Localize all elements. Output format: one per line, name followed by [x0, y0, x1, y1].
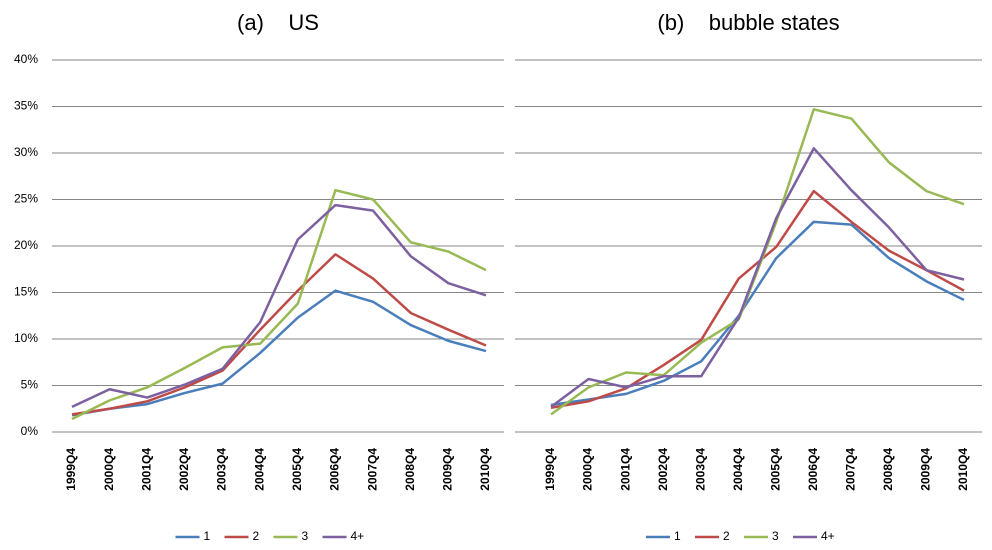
series-line: [71, 289, 487, 417]
series-line: [550, 147, 965, 408]
legend-label: 2: [723, 529, 730, 543]
y-tick-label: 30%: [14, 145, 38, 159]
legend-label: 4+: [821, 529, 835, 543]
y-tick-label: 15%: [14, 285, 38, 299]
x-tick-label: 2001Q4: [139, 448, 153, 491]
y-tick-label: 25%: [14, 192, 38, 206]
legend-item: 2: [224, 529, 260, 543]
legend-label: 3: [772, 529, 779, 543]
y-tick-label: 40%: [14, 52, 38, 66]
chart-title: (a) US: [237, 10, 319, 35]
legend-item: 4+: [322, 529, 365, 543]
legend-item: 3: [273, 529, 309, 543]
x-tick-label: 2009Q4: [441, 448, 455, 491]
legend-item: 1: [175, 529, 211, 543]
series-line: [71, 188, 487, 421]
legend-item: 2: [695, 529, 730, 543]
x-tick-label: 2006Q4: [328, 448, 342, 491]
legend-label: 2: [253, 529, 260, 543]
x-tick-label: 2008Q4: [403, 448, 417, 491]
y-tick-label: 10%: [14, 331, 38, 345]
x-tick-label: 2007Q4: [365, 448, 379, 491]
x-tick-label: 2004Q4: [731, 448, 745, 491]
x-tick-label: 2000Q4: [102, 448, 116, 491]
series-line: [71, 253, 487, 416]
x-tick-label: 2000Q4: [581, 448, 595, 491]
legend-label: 1: [204, 529, 211, 543]
legend-item: 3: [744, 529, 779, 543]
x-tick-label: 2005Q4: [290, 448, 304, 491]
legend-item: 4+: [793, 529, 835, 543]
y-tick-label: 5%: [21, 378, 39, 392]
x-tick-label: 2003Q4: [215, 448, 229, 491]
x-tick-label: 2010Q4: [478, 448, 492, 491]
legend-item: 1: [646, 529, 681, 543]
x-tick-label: 1999Q4: [543, 448, 557, 491]
y-tick-label: 35%: [14, 99, 38, 113]
chart-title: (b) bubble states: [657, 10, 839, 35]
series-line: [550, 220, 965, 407]
x-tick-label: 2008Q4: [881, 448, 895, 491]
x-tick-label: 2009Q4: [919, 448, 933, 491]
legend-label: 1: [674, 529, 681, 543]
x-tick-label: 2006Q4: [806, 448, 820, 491]
y-tick-label: 20%: [14, 238, 38, 252]
y-tick-label: 0%: [21, 424, 39, 438]
x-tick-label: 2010Q4: [956, 448, 970, 491]
series-line: [550, 189, 965, 410]
x-tick-label: 2005Q4: [768, 448, 782, 491]
legend-label: 4+: [351, 529, 365, 543]
x-tick-label: 2003Q4: [693, 448, 707, 491]
series-line: [71, 203, 487, 409]
x-tick-label: 2001Q4: [618, 448, 632, 491]
x-tick-label: 2002Q4: [656, 448, 670, 491]
x-tick-label: 2004Q4: [252, 448, 266, 491]
legend-label: 3: [302, 529, 309, 543]
x-tick-label: 2002Q4: [177, 448, 191, 491]
x-tick-label: 2007Q4: [844, 448, 858, 491]
x-tick-label: 1999Q4: [64, 448, 78, 491]
